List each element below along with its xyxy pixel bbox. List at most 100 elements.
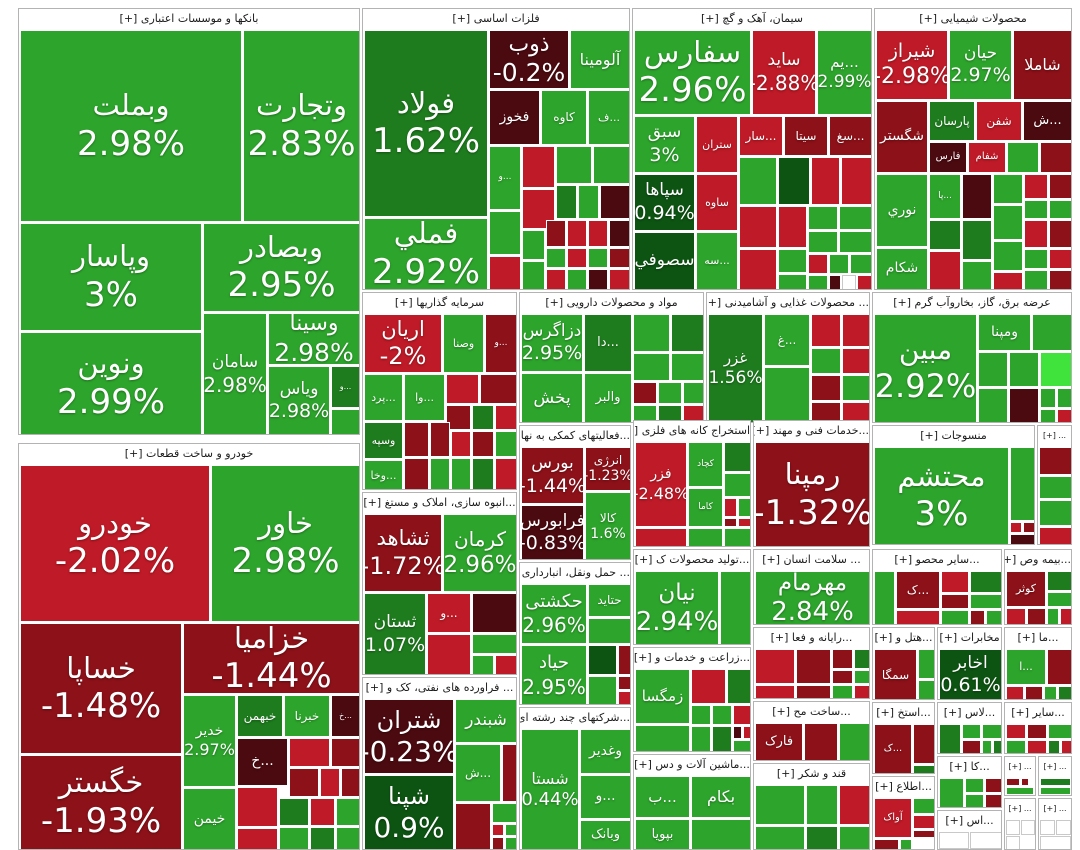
stock-cell-small[interactable] <box>588 676 617 704</box>
stock-cell-small[interactable] <box>1032 314 1071 351</box>
stock-cell-small[interactable] <box>618 691 630 704</box>
stock-cell-small[interactable] <box>1024 249 1048 269</box>
stock-cell-small[interactable] <box>1009 352 1039 387</box>
stock-cell-small[interactable] <box>1006 820 1020 835</box>
sector-header-textiles[interactable]: منسوجات [+] <box>873 426 1034 446</box>
sector-header-agriculture[interactable]: ...زراعت و خدمات و [+] <box>634 648 750 668</box>
stock-cell-small[interactable] <box>806 826 838 849</box>
stock-cell-small[interactable] <box>1040 352 1071 387</box>
stock-cell[interactable]: نیان 2.94% <box>635 571 719 644</box>
stock-cell-small[interactable] <box>635 725 690 751</box>
stock-cell-small[interactable] <box>929 220 961 250</box>
stock-cell-small[interactable] <box>588 269 608 289</box>
stock-cell-small[interactable] <box>841 157 871 205</box>
stock-cell[interactable]: وسینا 2.98% <box>268 313 359 365</box>
stock-cell-small[interactable] <box>446 374 479 404</box>
stock-cell-small[interactable] <box>939 832 969 849</box>
sector-header-cement[interactable]: سیمان، آهک و گچ [+] <box>633 9 871 29</box>
stock-cell-small[interactable] <box>1021 778 1029 786</box>
stock-cell[interactable]: شتران -0.23% <box>364 699 454 774</box>
stock-cell-small[interactable] <box>739 157 777 205</box>
stock-cell-small[interactable] <box>1049 270 1071 289</box>
stock-cell[interactable]: خبرنا <box>284 695 330 737</box>
stock-cell[interactable]: ...ب <box>635 776 690 818</box>
stock-cell[interactable]: ...پا <box>929 174 961 219</box>
stock-cell[interactable]: پارسان <box>929 101 975 141</box>
stock-cell-small[interactable] <box>404 458 429 489</box>
stock-cell-small[interactable] <box>1049 174 1071 199</box>
stock-cell-small[interactable] <box>913 830 934 838</box>
stock-cell-small[interactable] <box>900 839 912 849</box>
stock-cell-small[interactable] <box>1039 500 1071 526</box>
stock-cell[interactable]: کالا 1.6% <box>585 492 630 559</box>
sector-header-paper[interactable]: ...اس [+] <box>938 811 1001 831</box>
stock-cell-small[interactable] <box>472 405 494 430</box>
stock-cell-small[interactable] <box>279 798 309 826</box>
stock-cell-small[interactable] <box>691 819 750 849</box>
stock-cell[interactable]: آواک <box>874 798 912 838</box>
stock-cell-small[interactable] <box>829 275 841 289</box>
stock-cell[interactable]: سبق 3% <box>634 116 695 173</box>
stock-cell[interactable]: غزر 1.56% <box>708 314 763 422</box>
stock-cell-small[interactable] <box>671 353 703 381</box>
sector-header-info-tech[interactable]: ...اطلاع [+] <box>873 777 934 797</box>
stock-cell-small[interactable] <box>1006 836 1020 849</box>
stock-cell-small[interactable] <box>857 275 871 289</box>
sector-header-tiny-d[interactable]: ... [+] <box>1039 799 1071 819</box>
stock-cell[interactable]: فخوز <box>489 90 540 145</box>
stock-cell-small[interactable] <box>874 839 899 849</box>
stock-cell-small[interactable] <box>970 594 1001 609</box>
stock-cell-small[interactable] <box>854 670 869 684</box>
stock-cell[interactable]: بپویا <box>635 819 690 849</box>
stock-cell[interactable]: خدیر 2.97% <box>183 695 236 787</box>
stock-cell-small[interactable] <box>743 726 750 739</box>
stock-cell-small[interactable] <box>962 740 981 753</box>
stock-cell-small[interactable] <box>331 738 359 767</box>
stock-cell-small[interactable] <box>985 778 1001 793</box>
stock-cell-small[interactable] <box>1040 388 1056 408</box>
sector-header-automotive[interactable]: خودرو و ساخت قطعات [+] <box>19 444 359 464</box>
stock-cell[interactable]: حکشتی 2.96% <box>521 584 587 644</box>
stock-cell[interactable]: ...سغ <box>829 116 871 156</box>
stock-cell-small[interactable] <box>811 314 841 347</box>
sector-header-hotels[interactable]: ...هتل و [+] <box>873 628 934 648</box>
sector-header-financial-aux[interactable]: ...فعالیتهای کمکی به نها [+] <box>520 426 630 446</box>
stock-cell[interactable]: سصوفي <box>634 232 695 289</box>
stock-cell[interactable]: ...یم 2.99% <box>817 30 871 115</box>
stock-cell[interactable]: ...خ <box>237 738 288 786</box>
stock-cell-small[interactable] <box>1056 820 1071 835</box>
stock-cell-small[interactable] <box>986 610 1001 624</box>
stock-cell[interactable]: سايد -2.88% <box>752 30 816 115</box>
stock-cell[interactable]: آلومینا <box>570 30 629 89</box>
stock-cell-small[interactable] <box>962 261 992 289</box>
stock-cell-small[interactable] <box>913 765 934 773</box>
stock-cell-small[interactable] <box>1040 142 1071 173</box>
sector-header-banks[interactable]: بانکها و موسسات اعتباری [+] <box>19 9 359 29</box>
stock-cell-small[interactable] <box>965 778 984 793</box>
stock-cell-small[interactable] <box>1040 409 1056 422</box>
stock-cell[interactable]: خبهمن <box>237 695 283 737</box>
stock-cell[interactable]: ستران <box>696 116 738 173</box>
stock-cell-small[interactable] <box>727 669 750 704</box>
stock-cell[interactable]: شستا 0.44% <box>521 729 579 849</box>
stock-cell-small[interactable] <box>609 220 629 247</box>
stock-cell-small[interactable] <box>472 593 516 633</box>
stock-cell-small[interactable] <box>1023 522 1034 533</box>
stock-cell-small[interactable] <box>1021 820 1035 835</box>
stock-cell-small[interactable] <box>522 146 555 188</box>
stock-cell-small[interactable] <box>778 206 807 248</box>
stock-cell-small[interactable] <box>404 422 429 457</box>
stock-cell-small[interactable] <box>842 275 856 289</box>
stock-cell[interactable]: فارس <box>929 142 967 173</box>
stock-cell-small[interactable] <box>683 405 703 422</box>
sector-header-multi-industry[interactable]: ...شرکتهای چند رشته ای [+] <box>520 708 630 728</box>
stock-cell-small[interactable] <box>808 206 838 230</box>
sector-header-tiny-b[interactable]: ... [+] <box>1039 757 1071 777</box>
stock-cell-small[interactable] <box>850 254 871 274</box>
stock-cell-small[interactable] <box>941 594 969 609</box>
stock-cell-small[interactable] <box>546 269 566 289</box>
stock-cell-small[interactable] <box>970 571 1001 593</box>
stock-cell-small[interactable] <box>1006 608 1026 624</box>
stock-cell[interactable]: والبر <box>584 373 632 422</box>
stock-cell-small[interactable] <box>578 185 599 219</box>
